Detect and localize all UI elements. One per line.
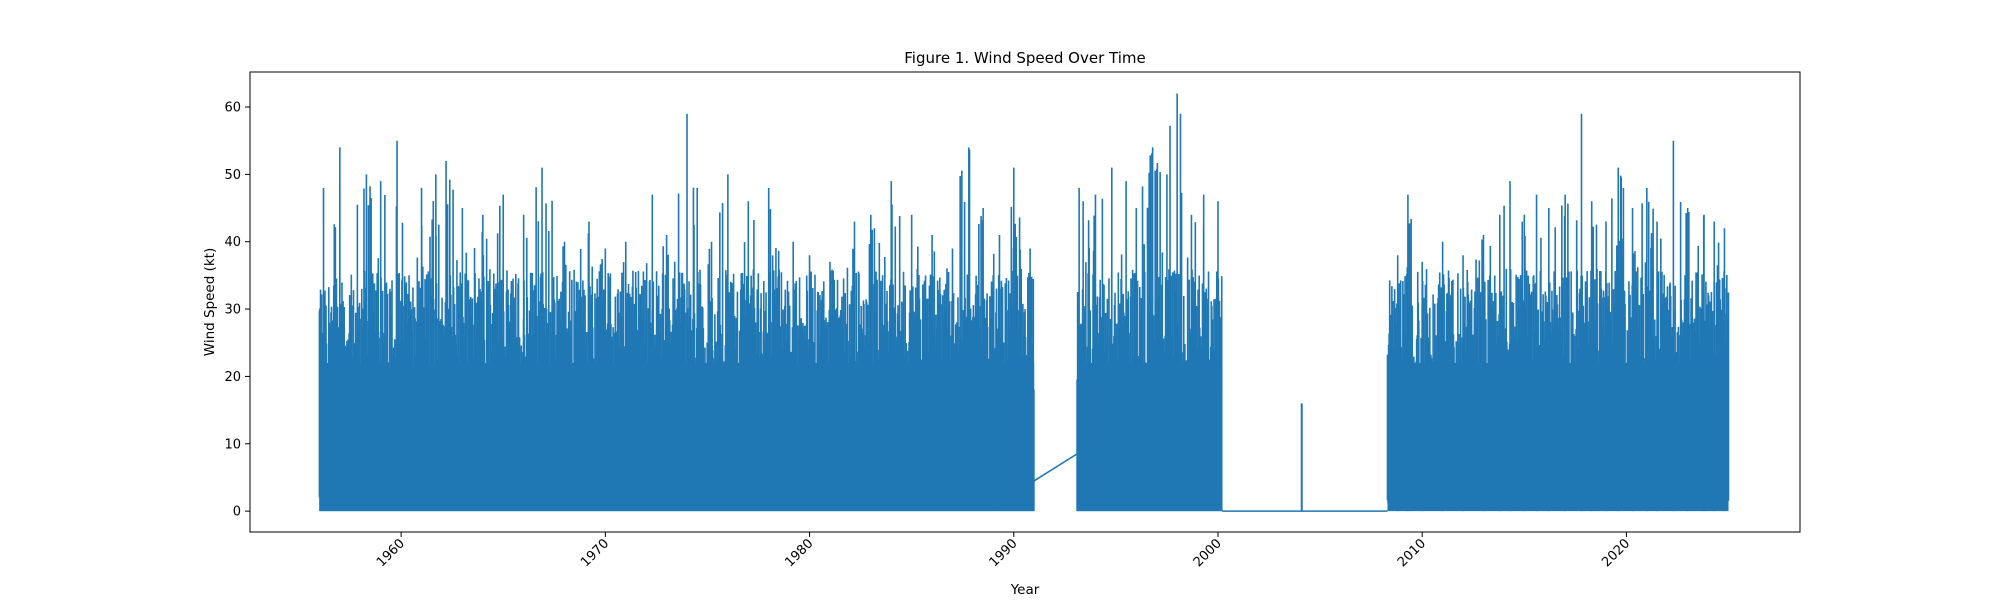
y-tick-label: 60 bbox=[224, 101, 241, 116]
y-tick-label: 0 bbox=[233, 505, 241, 520]
series-dense-band bbox=[1387, 362, 1729, 512]
y-tick-label: 20 bbox=[224, 370, 241, 385]
x-axis-label: Year bbox=[1010, 582, 1040, 598]
y-tick-label: 10 bbox=[224, 437, 241, 452]
y-tick-label: 40 bbox=[224, 235, 241, 250]
series-connector-line bbox=[1033, 453, 1078, 482]
series-dense-band bbox=[319, 362, 1035, 512]
axes-frame bbox=[249, 71, 1801, 533]
y-tick-label: 50 bbox=[224, 168, 241, 183]
y-axis-ticks: 0 10 20 30 40 50 60 bbox=[224, 101, 250, 520]
series-dense-band bbox=[1077, 362, 1223, 512]
plot-area bbox=[318, 93, 1730, 512]
chart-title: Figure 1. Wind Speed Over Time bbox=[904, 49, 1145, 67]
y-tick-label: 30 bbox=[224, 303, 241, 318]
y-axis-label: Wind Speed (kt) bbox=[202, 248, 218, 356]
